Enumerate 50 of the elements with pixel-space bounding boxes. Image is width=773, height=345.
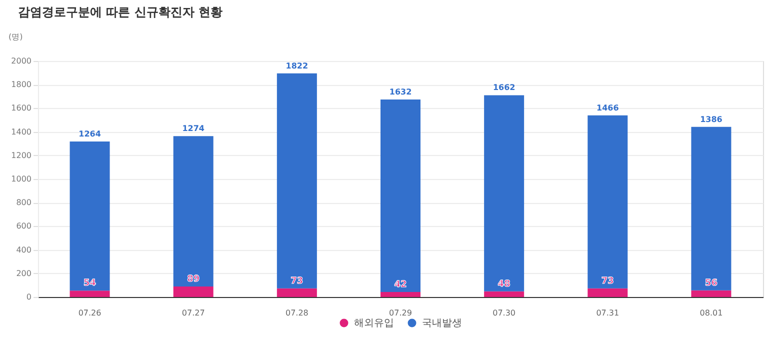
bar [276, 73, 317, 288]
bar [484, 291, 524, 297]
data-label: 1662 [492, 83, 516, 92]
y-tick-label: 0 [26, 292, 32, 302]
bar [70, 141, 110, 291]
y-axis-title: (명) [8, 32, 23, 42]
bar [484, 95, 524, 292]
y-tick-label: 1800 [11, 80, 32, 90]
data-label: 54 [84, 278, 96, 289]
x-tick-label: 07.27 [182, 308, 205, 318]
data-label: 48 [498, 279, 510, 290]
bar [588, 288, 628, 297]
bar [691, 290, 732, 297]
data-label: 1274 [182, 124, 205, 134]
legend-label: 국내발생 [422, 318, 462, 329]
data-label: 1632 [389, 87, 412, 96]
legend-label: 해외유입 [354, 318, 394, 329]
y-tick-label: 200 [16, 268, 32, 278]
bar [70, 290, 110, 297]
bar [380, 99, 420, 292]
data-label: 1822 [286, 61, 308, 70]
x-tick-label: 07.31 [596, 308, 620, 318]
y-tick-label: 2000 [11, 56, 32, 66]
y-tick-label: 1000 [11, 174, 32, 184]
x-tick-label: 07.30 [492, 308, 516, 318]
x-tick-label: 07.29 [389, 308, 412, 318]
bar [276, 288, 317, 297]
data-label: 73 [290, 276, 304, 286]
y-tick-label: 1400 [11, 127, 32, 136]
chart-title: 감염경로구분에 따른 신규확진자 현황 [18, 5, 223, 19]
x-tick-label: 07.28 [285, 308, 308, 318]
y-tick-label: 1600 [11, 104, 32, 113]
bar [588, 115, 628, 288]
data-label: 1386 [700, 114, 723, 124]
data-label: 89 [187, 274, 200, 284]
data-label: 1466 [596, 103, 620, 112]
y-tick-label: 600 [16, 222, 32, 231]
bar [380, 292, 420, 297]
bar [173, 286, 214, 297]
x-tick-label: 07.26 [78, 308, 102, 318]
y-tick-label: 800 [16, 198, 32, 208]
y-tick-label: 400 [16, 245, 32, 254]
data-label: 56 [704, 278, 718, 288]
bar [691, 126, 732, 290]
data-label: 42 [394, 280, 407, 290]
data-label: 73 [601, 276, 614, 286]
y-tick-label: 1200 [11, 150, 32, 160]
x-tick-label: 08.01 [700, 308, 723, 318]
data-label: 1264 [78, 129, 102, 138]
bar [173, 136, 214, 286]
